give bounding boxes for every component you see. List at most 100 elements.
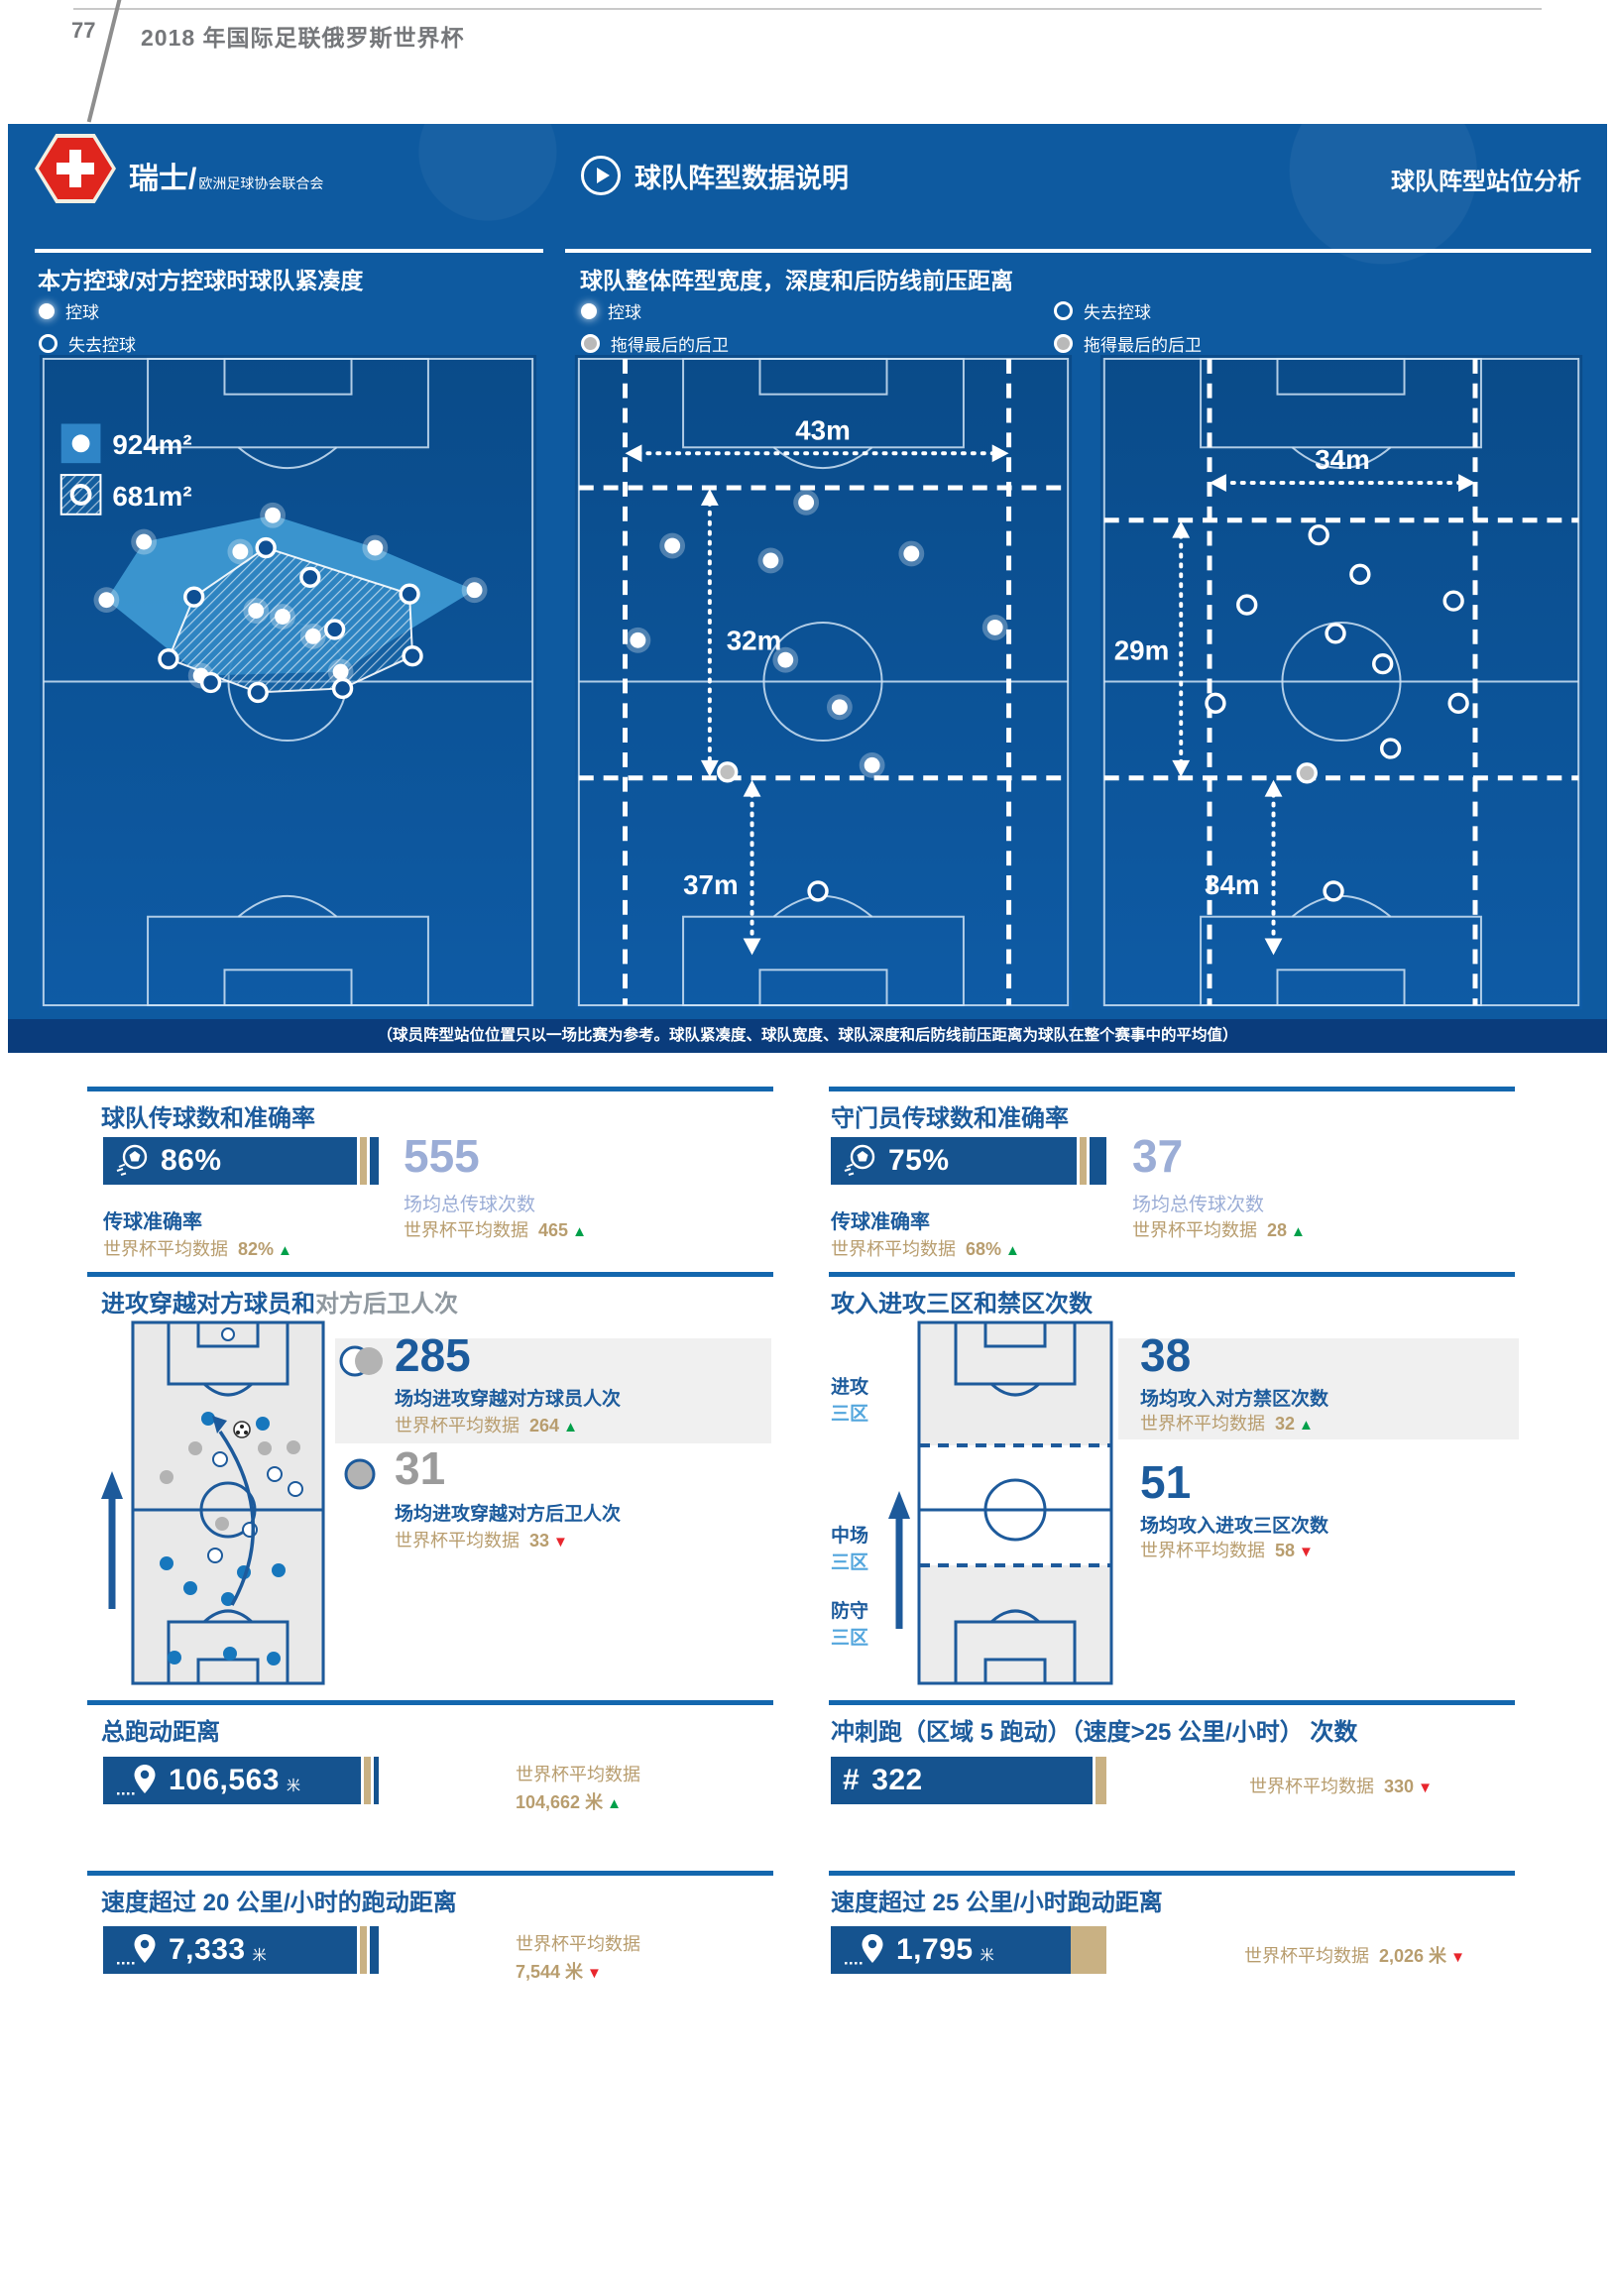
team-passing-title: 球队传球数和准确率	[101, 1105, 315, 1132]
total-distance-bar: 106,563 米	[103, 1757, 379, 1804]
passes-average: 世界杯平均数据 465 ▲	[404, 1216, 587, 1242]
distance-unit: 米	[252, 1947, 267, 1963]
penetration-title: 进攻穿越对方球员和对方后卫人次	[101, 1284, 458, 1319]
underline-left	[35, 249, 543, 253]
passes-average: 世界杯平均数据 28 ▲	[1132, 1216, 1306, 1242]
thirds-title: 攻入进攻三区和禁区次数	[831, 1291, 1093, 1318]
dist25-title: 速度超过 25 公里/小时跑动距离	[831, 1890, 1163, 1916]
depth-measure-label: 32m	[727, 626, 782, 656]
sprints-value: 322	[871, 1764, 923, 1796]
avg-value: 465	[538, 1220, 569, 1240]
team-name-slash: /	[188, 163, 197, 195]
avg-value: 33	[529, 1531, 550, 1550]
dist25-value: 1,795	[896, 1933, 974, 1966]
legend-label: 控球	[65, 303, 99, 322]
lost-possession-dot-icon	[39, 334, 58, 353]
box-entries-value: 38	[1140, 1329, 1192, 1381]
gk-pass-accuracy-bar: 75%	[831, 1137, 1106, 1185]
ball-icon	[233, 1421, 251, 1438]
highlight-block	[335, 1338, 771, 1443]
player-dots	[1205, 523, 1469, 902]
sprints-bar: # 322	[831, 1757, 1106, 1804]
third-dividers	[919, 1443, 1111, 1567]
penetration-title-secondary: 对方后卫人次	[315, 1291, 458, 1318]
confederation-label: 欧洲足球协会联合会	[198, 175, 324, 191]
total-distance-average-label: 世界杯平均数据	[516, 1765, 640, 1784]
width-arrow: 34m	[1210, 444, 1475, 492]
zone-word: 防守	[831, 1601, 869, 1622]
section-rule	[829, 1087, 1515, 1091]
world-average-marker	[357, 1926, 370, 1974]
avg-label: 世界杯平均数据	[395, 1416, 519, 1435]
dist25-bar: 1,795 米	[831, 1926, 1106, 1974]
legend-deepest-mid: 拖得最后的后卫	[581, 331, 729, 356]
deepest-defender-dot	[1296, 762, 1318, 784]
shape-possession-pitch: 43m 32m 37m	[574, 355, 1073, 1009]
accuracy-average: 世界杯平均数据 82% ▲	[103, 1235, 292, 1261]
flag-cross-horizontal	[57, 163, 94, 174]
total-distance-title: 总跑动距离	[101, 1719, 220, 1746]
trend-down-icon: ▼	[1418, 1779, 1433, 1796]
final-third-entries-average: 世界杯平均数据 58 ▼	[1140, 1537, 1314, 1562]
depth-measure-label: 29m	[1114, 635, 1170, 666]
switzerland-flag-icon	[35, 134, 116, 203]
section-rule	[87, 1272, 773, 1277]
total-distance-average: 104,662 米 ▲	[516, 1788, 622, 1814]
accuracy-label: 传球准确率	[103, 1211, 202, 1233]
press-measure-label: 34m	[1205, 869, 1260, 900]
final-third-entries-label: 场均攻入进攻三区次数	[1140, 1516, 1329, 1537]
section-rule	[829, 1871, 1515, 1876]
panel-center-title: 球队阵型数据说明	[634, 164, 849, 193]
defenders-bypassed-average: 世界杯平均数据 33 ▼	[395, 1527, 568, 1552]
gk-pass-accuracy-value: 75%	[888, 1144, 950, 1177]
measure-guides	[578, 358, 1069, 1006]
location-pin-icon	[115, 1763, 159, 1798]
sprints-title: 冲刺跑（区域 5 跑动）（速度>25 公里/小时） 次数	[831, 1719, 1358, 1746]
world-average-marker	[1077, 1137, 1090, 1185]
lost-possession-player-dots	[158, 536, 423, 704]
run-arrowhead	[212, 1416, 227, 1434]
avg-value: 7,544 米	[516, 1962, 584, 1982]
zone-word: 进攻	[831, 1377, 869, 1398]
avg-label: 世界杯平均数据	[1140, 1541, 1265, 1560]
final-third-entries-value: 51	[1140, 1456, 1192, 1508]
avg-label: 世界杯平均数据	[1140, 1414, 1265, 1434]
press-arrow: 34m	[1205, 779, 1283, 956]
team-pass-accuracy-bar: 86%	[103, 1137, 379, 1185]
trend-up-icon: ▲	[1291, 1223, 1306, 1240]
avg-label: 世界杯平均数据	[831, 1239, 956, 1259]
section-rule	[87, 1700, 773, 1705]
possession-dot-icon	[581, 302, 597, 319]
avg-value: 32	[1275, 1414, 1296, 1434]
gk-passing-title: 守门员传球数和准确率	[831, 1105, 1069, 1132]
thirds-pitch	[917, 1320, 1113, 1685]
accuracy-label: 传球准确率	[831, 1211, 930, 1233]
legend-label: 拖得最后的后卫	[611, 336, 729, 355]
lost-area-value: 681m²	[112, 481, 191, 512]
pitch-lines	[1102, 357, 1580, 1007]
document-title: 2018 年国际足联俄罗斯世界杯	[141, 25, 465, 51]
world-average-overflow	[1071, 1926, 1106, 1974]
compactness-pitch: 924m² 681m²	[39, 355, 537, 1009]
compactness-legend: 924m² 681m²	[59, 423, 192, 516]
penetration-title-main: 进攻穿越对方球员和	[101, 1291, 315, 1318]
shape-lost-pitch: 34m 29m 34m	[1099, 355, 1583, 1009]
team-pass-accuracy-value: 86%	[161, 1144, 222, 1177]
page-number: 77	[71, 18, 96, 43]
defensive-third-shade	[919, 1565, 1111, 1683]
passes-per-match-label: 场均总传球次数	[1132, 1195, 1265, 1215]
avg-label: 世界杯平均数据	[1132, 1220, 1257, 1240]
accuracy-average: 世界杯平均数据 68% ▲	[831, 1235, 1020, 1261]
avg-label: 世界杯平均数据	[395, 1531, 519, 1550]
trend-up-icon: ▲	[1299, 1417, 1314, 1434]
trend-up-icon: ▲	[278, 1242, 292, 1259]
avg-label: 世界杯平均数据	[1244, 1946, 1369, 1966]
avg-value: 104,662 米	[516, 1792, 604, 1812]
measure-guides	[1103, 358, 1579, 1006]
distance-unit: 米	[980, 1947, 994, 1963]
zone-word: 三区	[831, 1628, 869, 1649]
goalkeeper-dot	[1323, 880, 1344, 902]
section-rule	[87, 1871, 773, 1876]
trend-down-icon: ▼	[1299, 1544, 1314, 1560]
location-pin-icon	[843, 1932, 886, 1968]
